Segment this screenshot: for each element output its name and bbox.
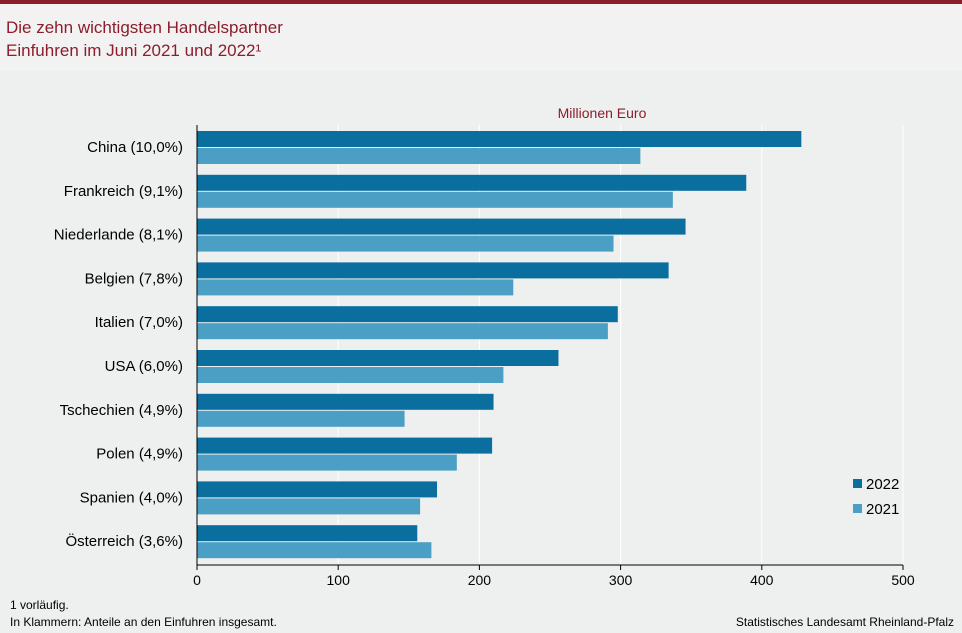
category-label: Niederlande (8,1%) bbox=[54, 227, 183, 244]
chart-subtitle: Einfuhren im Juni 2021 und 2022¹ bbox=[6, 41, 262, 60]
category-label: Frankreich (9,1%) bbox=[64, 183, 183, 200]
category-label: Belgien (7,8%) bbox=[85, 270, 183, 287]
category-label: Italien (7,0%) bbox=[95, 314, 183, 331]
bar-2021 bbox=[197, 235, 614, 252]
bar-2022 bbox=[197, 393, 494, 410]
bar-2021 bbox=[197, 279, 514, 296]
legend-swatch-2021 bbox=[853, 504, 862, 513]
bar-2021 bbox=[197, 191, 673, 208]
bar-2021 bbox=[197, 454, 457, 471]
bar-2022 bbox=[197, 306, 618, 323]
category-label: Österreich (3,6%) bbox=[65, 532, 183, 550]
title-area: Die zehn wichtigsten Handelspartner Einf… bbox=[0, 4, 962, 71]
x-tick-label: 100 bbox=[327, 572, 351, 588]
bar-2022 bbox=[197, 481, 438, 498]
legend-label-2021: 2021 bbox=[866, 501, 899, 518]
legend-swatch-2022 bbox=[853, 479, 862, 488]
x-tick-label: 200 bbox=[468, 572, 492, 588]
category-label: USA (6,0%) bbox=[105, 358, 183, 375]
footnote-preliminary: 1 vorläufig. bbox=[10, 598, 69, 612]
bar-2021 bbox=[197, 323, 608, 340]
bar-2022 bbox=[197, 218, 686, 235]
bar-2022 bbox=[197, 525, 418, 542]
chart-title: Die zehn wichtigsten Handelspartner bbox=[6, 18, 283, 37]
bar-2022 bbox=[197, 262, 669, 279]
x-tick-label: 400 bbox=[750, 572, 774, 588]
legend-label-2022: 2022 bbox=[866, 476, 899, 493]
bar-2021 bbox=[197, 367, 504, 383]
category-label: Spanien (4,0%) bbox=[80, 489, 183, 506]
bar-2021 bbox=[197, 498, 421, 515]
bar-2022 bbox=[197, 174, 747, 191]
x-tick-label: 500 bbox=[891, 572, 915, 588]
x-tick-label: 300 bbox=[609, 572, 633, 588]
bar-2021 bbox=[197, 148, 641, 164]
bar-2022 bbox=[197, 131, 802, 147]
bar-2022 bbox=[197, 437, 493, 454]
category-label: China (10,0%) bbox=[87, 139, 183, 156]
category-label: Tschechien (4,9%) bbox=[60, 402, 183, 419]
source-credit: Statistisches Landesamt Rheinland-Pfalz bbox=[735, 615, 954, 629]
top-accent-rule bbox=[0, 0, 962, 4]
footnote-share: In Klammern: Anteile an den Einfuhren in… bbox=[10, 615, 277, 629]
x-tick-label: 0 bbox=[193, 572, 201, 588]
category-label: Polen (4,9%) bbox=[96, 446, 183, 463]
bar-2022 bbox=[197, 350, 559, 366]
bar-2021 bbox=[197, 542, 432, 559]
bar-2021 bbox=[197, 410, 405, 427]
unit-label: Millionen Euro bbox=[558, 105, 647, 121]
